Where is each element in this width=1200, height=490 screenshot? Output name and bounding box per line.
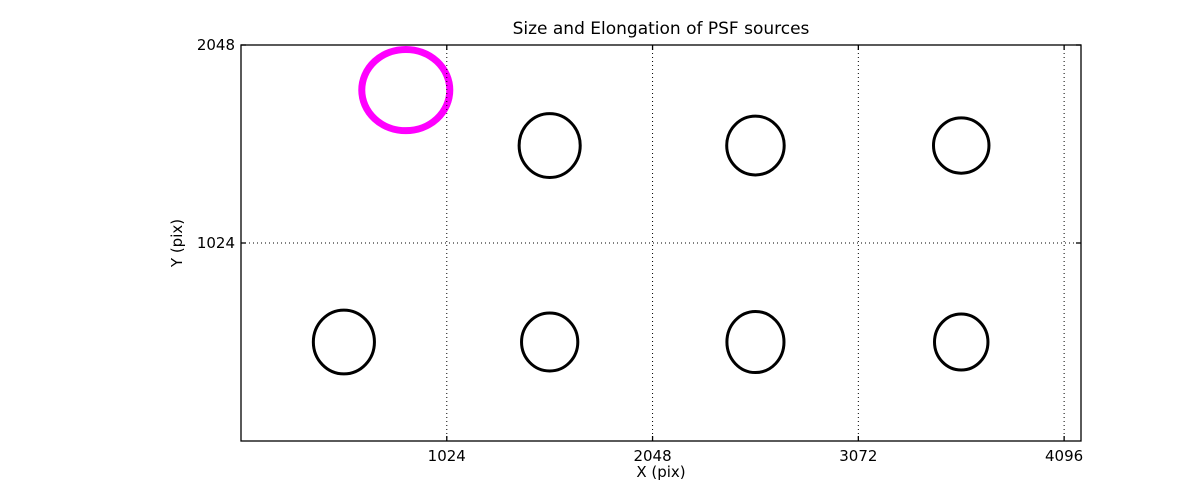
psf-ellipse [520, 311, 580, 373]
chart-title: Size and Elongation of PSF sources [512, 19, 810, 39]
y-tick-label: 1024 [196, 234, 235, 252]
psf-ellipse [311, 308, 376, 376]
psf-ellipse [725, 309, 786, 375]
x-tick-label: 2048 [633, 447, 672, 465]
psf-ellipse [933, 312, 990, 372]
x-axis-label: X (pix) [636, 463, 686, 481]
psf-ellipse-flagged [358, 45, 454, 135]
x-tick-label: 1024 [427, 447, 466, 465]
y-tick-label: 2048 [196, 36, 235, 54]
psf-ellipse [725, 114, 786, 177]
x-tick-label: 4096 [1045, 447, 1084, 465]
x-tick-label: 3072 [839, 447, 878, 465]
psf-ellipse [931, 116, 991, 175]
psf-ellipse [517, 112, 582, 179]
